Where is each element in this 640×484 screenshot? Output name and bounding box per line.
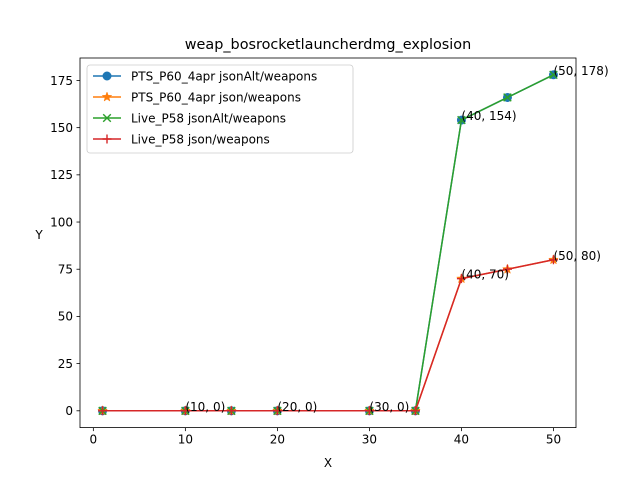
legend-label: Live_P58 json/weapons bbox=[131, 133, 270, 147]
legend-label: PTS_P60_4apr jsonAlt/weapons bbox=[131, 70, 317, 84]
data-point bbox=[503, 93, 512, 102]
data-point bbox=[410, 406, 420, 416]
data-point bbox=[457, 115, 466, 125]
legend-entry: Live_P58 jsonAlt/weapons bbox=[93, 112, 286, 126]
x-tick-label: 0 bbox=[90, 433, 98, 447]
data-label: (50, 80) bbox=[553, 249, 601, 263]
data-label: (10, 0) bbox=[185, 400, 225, 414]
y-tick-label: 125 bbox=[50, 168, 73, 182]
x-axis-ticks: 0 10 20 30 40 50 bbox=[90, 427, 561, 447]
legend-label: PTS_P60_4apr json/weapons bbox=[131, 91, 301, 105]
data-label: (40, 154) bbox=[461, 109, 516, 123]
data-point bbox=[548, 255, 558, 265]
y-axis-label: Y bbox=[34, 228, 43, 242]
data-point bbox=[272, 406, 282, 416]
y-axis-ticks: 0 25 50 75 100 125 150 175 bbox=[50, 74, 80, 418]
x-tick-label: 40 bbox=[454, 433, 469, 447]
legend-marker bbox=[101, 91, 113, 102]
data-point bbox=[502, 264, 512, 274]
y-tick-label: 25 bbox=[58, 357, 73, 371]
data-label: (50, 178) bbox=[553, 64, 608, 78]
legend-label: Live_P58 jsonAlt/weapons bbox=[131, 112, 286, 126]
legend-marker bbox=[102, 113, 112, 123]
data-label: (30, 0) bbox=[369, 400, 409, 414]
data-point bbox=[364, 406, 374, 416]
annotations: (10, 0) (20, 0) (30, 0) (40, 154) (50, 178) (… bbox=[185, 64, 608, 414]
data-point bbox=[180, 406, 190, 416]
legend: PTS_P60_4apr jsonAlt/weapons PTS_P60_4apr… bbox=[86, 64, 354, 154]
data-point bbox=[98, 406, 108, 416]
y-tick-label: 100 bbox=[50, 215, 73, 229]
axes-frame bbox=[79, 57, 577, 429]
data-label: (40, 70) bbox=[461, 268, 509, 282]
data-point bbox=[549, 70, 558, 80]
y-tick-label: 150 bbox=[50, 121, 73, 135]
legend-entry: PTS_P60_4apr jsonAlt/weapons bbox=[93, 70, 317, 84]
series-4 bbox=[98, 255, 558, 416]
data-label: (20, 0) bbox=[277, 400, 317, 414]
x-tick-label: 10 bbox=[178, 433, 193, 447]
data-point bbox=[456, 274, 466, 284]
legend-entry: PTS_P60_4apr json/weapons bbox=[93, 91, 301, 105]
plot-area: (10, 0) (20, 0) (30, 0) (40, 154) (50, 178) (… bbox=[97, 64, 609, 416]
y-tick-label: 0 bbox=[65, 404, 73, 418]
y-tick-label: 75 bbox=[58, 263, 73, 277]
y-tick-label: 175 bbox=[50, 74, 73, 88]
x-tick-label: 50 bbox=[546, 433, 561, 447]
legend-marker bbox=[102, 134, 112, 144]
x-axis-label: X bbox=[324, 456, 332, 470]
x-tick-label: 20 bbox=[270, 433, 285, 447]
chart-title: weap_bosrocketlauncherdmg_explosion bbox=[185, 37, 471, 53]
legend-entry: Live_P58 json/weapons bbox=[93, 133, 270, 147]
legend-marker bbox=[102, 71, 112, 81]
x-tick-label: 30 bbox=[362, 433, 377, 447]
legend-box bbox=[86, 64, 354, 154]
y-tick-label: 50 bbox=[58, 310, 73, 324]
data-point bbox=[226, 406, 236, 416]
